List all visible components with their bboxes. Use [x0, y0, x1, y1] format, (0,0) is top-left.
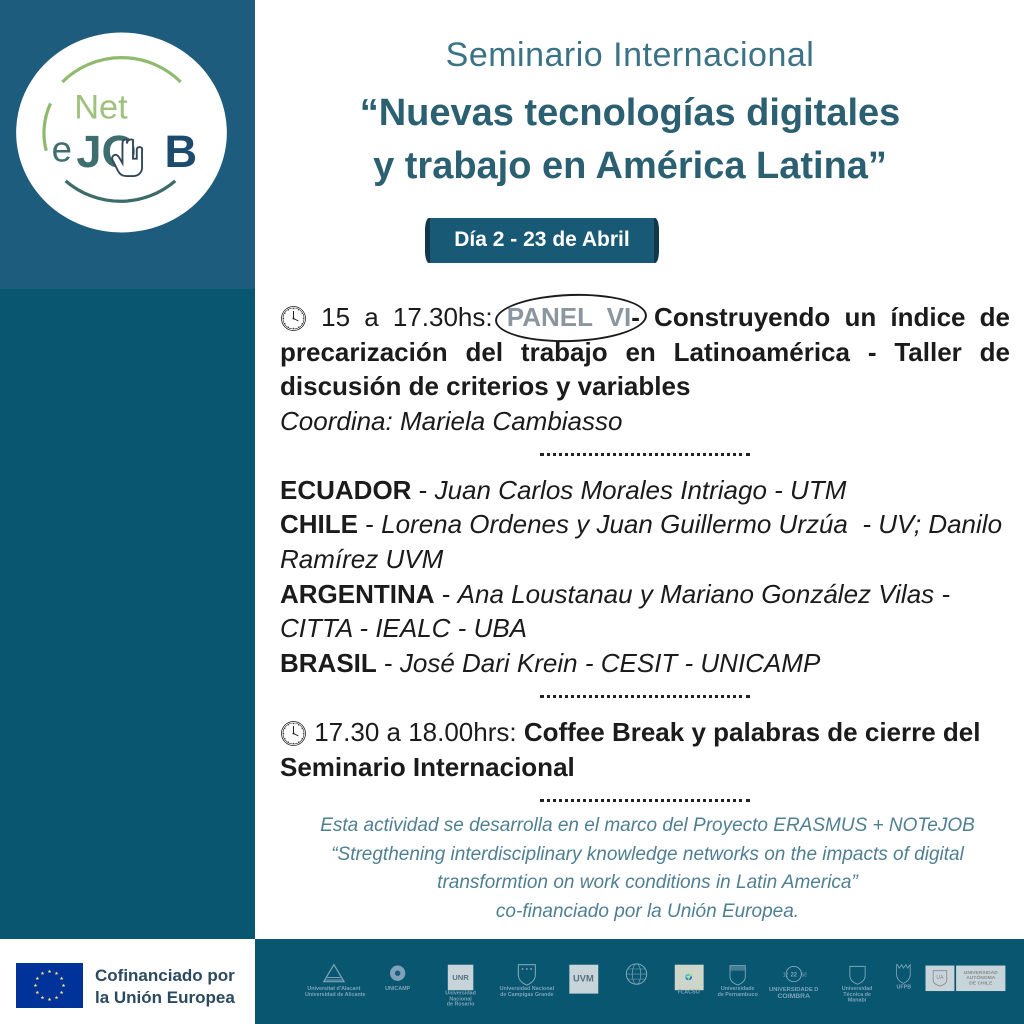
svg-text:e: e [52, 129, 72, 170]
svg-text:68: 68 [801, 973, 806, 979]
svg-text:Net: Net [74, 89, 128, 127]
svg-text:B: B [165, 126, 198, 177]
svg-text:UA: UA [936, 975, 944, 981]
svg-text:22: 22 [790, 973, 797, 979]
svg-text:12: 12 [783, 973, 789, 979]
